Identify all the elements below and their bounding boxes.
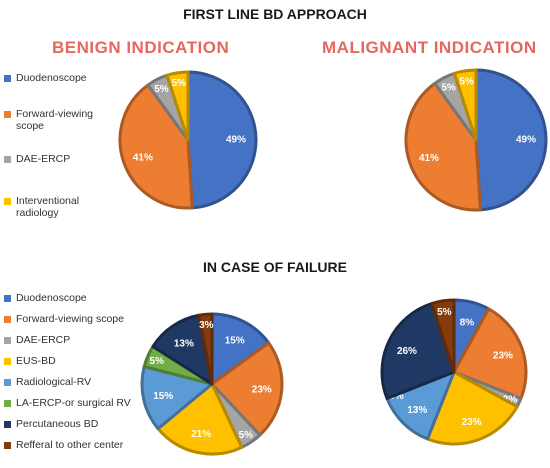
legend-item: Radiological-RV [4,376,154,388]
legend-label: Duodenoscope [16,292,87,304]
legend-label: Percutaneous BD [16,418,99,430]
pie-slice [474,68,548,212]
pie-slice [197,312,214,386]
legend-item: EUS-BD [4,355,154,367]
legend-label: DAE-ERCP [16,153,71,165]
legend-swatch [4,316,11,323]
legend-item: DAE-ERCP [4,153,112,165]
legend-item: Refferal to other center [4,439,154,451]
legend-swatch [4,111,11,118]
pie-value-label: 8% [460,318,475,329]
pie-value-label: 5% [437,307,452,318]
pie-value-label: 5% [172,78,187,89]
pie-value-label: 41% [133,152,153,163]
legend-item: Duodenoscope [4,72,112,84]
legend-label: Interventional radiology [16,195,80,219]
legend-item: Percutaneous BD [4,418,154,430]
legend-swatch [4,156,11,163]
legend-item: LA-ERCP-or surgical RV [4,397,154,409]
pie-slice [210,312,271,386]
failure-title: IN CASE OF FAILURE [203,259,347,275]
pie-value-label: 21% [191,429,211,440]
pie-value-label: 26% [397,346,417,357]
malignant-title: MALIGNANT INDICATION [322,38,537,57]
legend-swatch [4,421,11,428]
legend-item: Duodenoscope [4,292,154,304]
legend-item: Forward-viewing scope [4,313,154,325]
pie-slice [452,68,478,142]
pie-slice [430,298,456,374]
legend-label: DAE-ERCP [16,334,71,346]
pie-value-label: 23% [493,350,513,361]
legend-swatch [4,295,11,302]
pie-value-label: 5% [441,82,456,93]
legend-label: Forward-viewing scope [16,108,94,132]
pie-value-label: 5% [150,356,165,367]
benign-title: BENIGN INDICATION [52,38,230,57]
pie-value-label: 15% [225,335,245,346]
legend-label: Refferal to other center [16,439,124,451]
pie-value-label: 3% [199,320,214,331]
pie-slice [404,81,482,212]
pie-value-label: 49% [226,134,246,145]
legend-swatch [4,337,11,344]
legend-item: Forward-viewing scope [4,108,112,132]
legend-label: Duodenoscope [16,72,87,84]
legend-swatch [4,198,11,205]
pie-value-label: 5% [459,77,474,88]
pie-value-label: 23% [252,385,272,396]
pie-slice [380,302,456,401]
pie-value-label: 49% [516,134,536,145]
legend-label: EUS-BD [16,355,56,367]
pie-slice [140,365,214,431]
pie-slice [156,382,244,456]
pie-slice [210,341,284,437]
pie-value-label: 23% [462,417,482,428]
pie-value-label: 15% [153,391,173,402]
legend-swatch [4,358,11,365]
pie-value-label: 5% [154,84,169,95]
legend-label: LA-ERCP-or surgical RV [16,397,131,409]
legend-label: Radiological-RV [16,376,92,388]
legend-item: Interventional radiology [4,195,112,219]
legend-swatch [4,75,11,82]
pie-slice [118,83,194,210]
pie-slice [425,370,519,446]
pie-value-label: 41% [419,153,439,164]
pie-value-label: 13% [174,339,194,350]
first-line-title: FIRST LINE BD APPROACH [183,6,367,22]
pie-slice [165,70,190,142]
legend-failure: Duodenoscope Forward-viewing scope DAE-ERC… [4,292,154,451]
legend-label: Forward-viewing scope [16,313,124,325]
pie-slice [452,307,528,401]
pie-value-label: 2% [503,394,518,405]
legend-item: DAE-ERCP [4,334,154,346]
pie-value-label: 13% [407,405,427,416]
legend-swatch [4,442,11,449]
legend-swatch [4,400,11,407]
legend-swatch [4,379,11,386]
pie-slice [186,70,258,210]
pie-value-label: 5% [239,430,254,441]
legend-first-line: Duodenoscope Forward-viewing scope DAE-ERC… [4,72,112,219]
